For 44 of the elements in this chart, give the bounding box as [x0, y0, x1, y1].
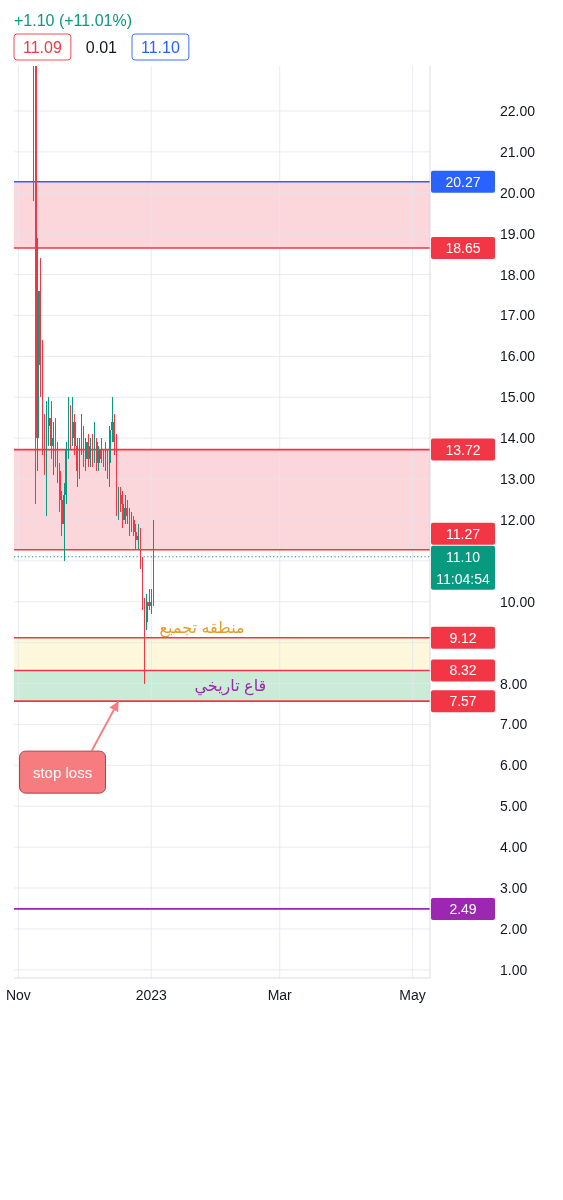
y-tick-label: 12.00	[500, 511, 536, 528]
text: 11.09	[23, 38, 62, 56]
y-tick-label: 16.00	[500, 348, 536, 365]
y-tick-label: 20.00	[500, 184, 536, 201]
text: 0.01	[85, 38, 118, 56]
text: 11:04:54	[436, 570, 490, 587]
x-tick-label: 2023	[135, 987, 167, 1003]
y-tick-label: 10.00	[500, 593, 536, 610]
y-tick-label: 13.00	[500, 471, 536, 488]
y-tick-label: 5.00	[500, 798, 528, 815]
y-tick-label: 4.00	[500, 839, 528, 856]
y-tick-label: 2.00	[500, 920, 528, 937]
y-tick-label: 15.00	[500, 389, 536, 406]
y-tick-label: 21.00	[500, 143, 536, 160]
band-label: منطقه تجميع	[159, 618, 245, 638]
ref-line-label: 7.57	[449, 693, 477, 710]
y-tick-label: 1.00	[500, 961, 528, 978]
x-tick-label: Nov	[5, 987, 31, 1003]
ref-line-label: 11.27	[446, 525, 481, 542]
y-tick-label: 8.00	[500, 675, 528, 692]
chart-subtitle: +1.10 (+11.01%)	[14, 11, 133, 29]
y-tick-label: 3.00	[500, 880, 528, 897]
y-tick-label: 6.00	[500, 757, 528, 774]
ref-line-label: 13.72	[445, 441, 481, 458]
candlestick	[124, 494, 126, 525]
ref-line-label: 2.49	[449, 900, 477, 917]
candlestick	[122, 490, 124, 529]
ref-line-label: 9.12	[449, 629, 477, 646]
ref-line-label: 20.27	[445, 173, 481, 190]
x-tick-label: Mar	[267, 987, 293, 1003]
x-tick-label: May	[399, 987, 426, 1003]
text: 11.10	[141, 38, 180, 56]
ref-line-label: 11.10	[446, 548, 481, 565]
y-tick-label: 18.00	[500, 266, 536, 283]
y-tick-label: 14.00	[500, 430, 536, 447]
band-label: قاع تاريخي	[194, 677, 267, 697]
y-tick-label: 17.00	[500, 307, 536, 324]
y-tick-label: 19.00	[500, 225, 536, 242]
ref-line-label: 18.65	[445, 239, 481, 256]
y-tick-label: 22.00	[500, 102, 536, 119]
candlestick	[87, 433, 89, 468]
y-tick-label: 7.00	[500, 716, 528, 733]
annotation: stop loss	[32, 763, 93, 781]
ref-line-label: 8.32	[449, 662, 477, 679]
